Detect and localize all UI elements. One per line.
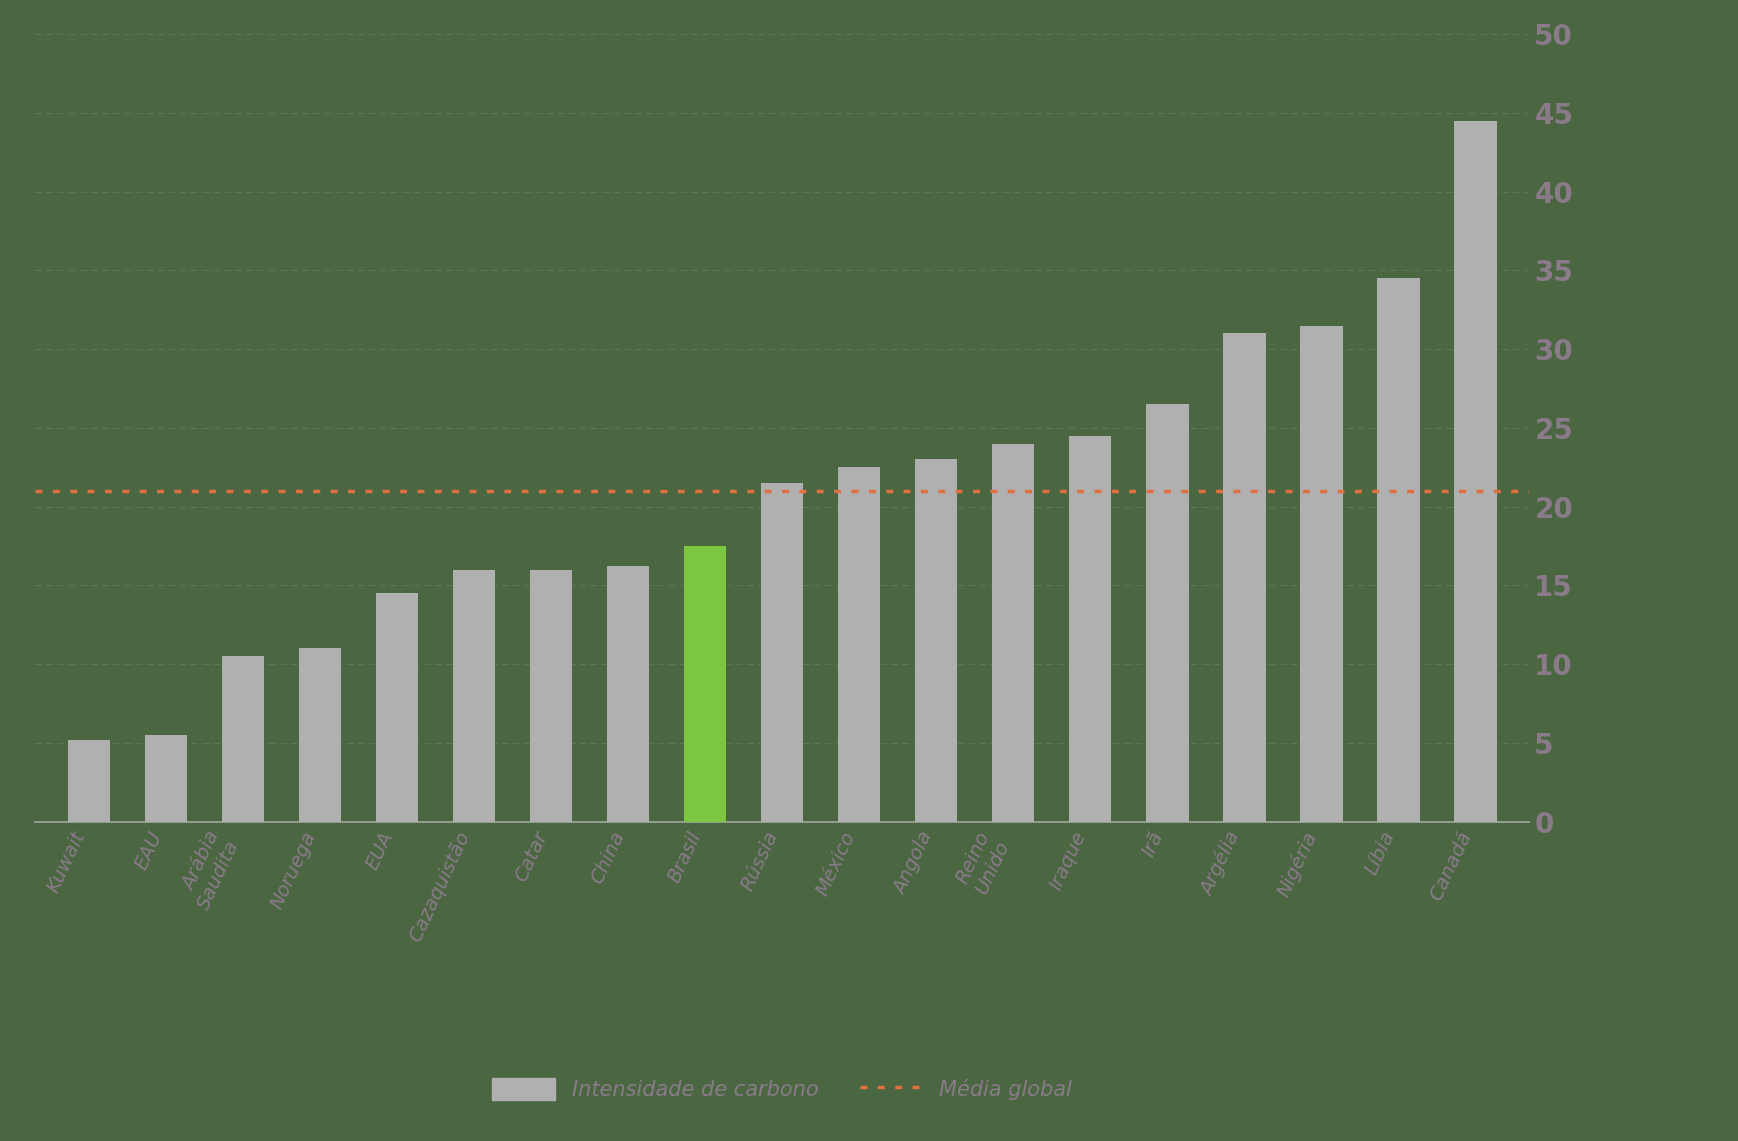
Bar xyxy=(761,483,803,822)
Bar xyxy=(452,569,495,822)
Bar xyxy=(914,460,958,822)
Bar xyxy=(530,569,572,822)
Bar xyxy=(992,444,1034,822)
Bar xyxy=(222,656,264,822)
Bar xyxy=(375,593,419,822)
Bar xyxy=(144,735,188,822)
Bar xyxy=(1224,333,1265,822)
Bar xyxy=(299,648,341,822)
Bar xyxy=(1145,404,1189,822)
Bar xyxy=(68,739,109,822)
Bar xyxy=(1069,436,1112,822)
Bar xyxy=(607,566,650,822)
Bar xyxy=(1300,325,1342,822)
Bar xyxy=(683,545,726,822)
Bar xyxy=(1376,278,1420,822)
Bar xyxy=(1455,121,1496,822)
Legend: Intensidade de carbono, Média global: Intensidade de carbono, Média global xyxy=(481,1068,1083,1110)
Bar xyxy=(838,468,881,822)
